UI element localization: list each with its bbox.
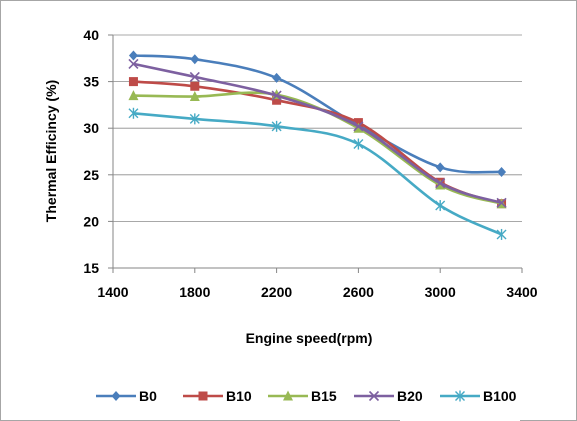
data-point-b20 — [353, 121, 364, 132]
marker-stroke — [189, 71, 200, 83]
x-tick-label: 1800 — [179, 284, 210, 300]
data-point-b15 — [128, 90, 139, 101]
marker-stroke — [496, 197, 507, 208]
legend-label-b20: B20 — [397, 388, 423, 404]
data-point-b0 — [128, 50, 138, 61]
x-tick-label: 3400 — [506, 284, 537, 300]
x-tick-label: 3000 — [425, 284, 456, 300]
series-b15 — [128, 89, 507, 209]
marker-stroke — [368, 390, 380, 402]
data-point-b20 — [128, 58, 139, 69]
series-lines — [128, 50, 507, 240]
marker-stroke — [353, 121, 364, 132]
legend-marker-b10 — [198, 391, 208, 401]
legend-item-b20: B20 — [354, 388, 423, 404]
x-tick-label: 2600 — [343, 284, 374, 300]
axes — [108, 34, 523, 273]
data-point-b0 — [435, 162, 445, 173]
marker-stroke — [128, 58, 139, 69]
y-tick-labels: 15 20 25 30 35 40 — [83, 27, 99, 276]
grid-lines — [113, 34, 522, 222]
series-line-b0 — [133, 54, 502, 174]
data-point-b20 — [496, 197, 507, 208]
y-tick-label: 15 — [83, 260, 99, 276]
data-point-b100 — [496, 228, 507, 240]
x-tick-label: 2200 — [261, 284, 292, 300]
y-axis-label: Thermal Efficincy (%) — [43, 80, 59, 222]
frame-gap — [400, 405, 520, 421]
data-point-b0 — [497, 167, 507, 178]
legend-item-b15: B15 — [268, 388, 337, 404]
legend: B0 B10 B15 B20 B100 — [96, 388, 517, 404]
legend-marker-b20 — [368, 390, 380, 402]
x-tick-labels: 1400 1800 2200 2600 3000 3400 — [97, 284, 537, 300]
series-b20 — [128, 58, 507, 208]
data-point-b100 — [128, 107, 139, 119]
data-point-b100 — [189, 113, 200, 125]
data-point-b0 — [272, 72, 282, 83]
marker-stroke — [271, 90, 282, 101]
data-point-b10 — [353, 118, 363, 128]
x-tick-label: 1400 — [97, 284, 128, 300]
data-point-b10 — [190, 81, 200, 91]
legend-item-b0: B0 — [96, 388, 157, 404]
marker-stroke — [435, 178, 446, 189]
x-axis-label: Engine speed(rpm) — [246, 330, 373, 346]
legend-label-b0: B0 — [139, 388, 157, 404]
data-point-b20 — [435, 178, 446, 189]
legend-marker-b100 — [455, 390, 465, 402]
data-point-b100 — [435, 200, 446, 212]
data-point-b0 — [190, 54, 200, 65]
data-point-b100 — [353, 138, 364, 150]
legend-label-b15: B15 — [311, 388, 337, 404]
y-tick-label: 30 — [83, 120, 99, 136]
data-point-b15 — [189, 91, 200, 102]
data-point-b10 — [272, 95, 282, 105]
y-tick-label: 40 — [83, 27, 99, 43]
data-point-b100 — [271, 120, 282, 132]
legend-label-b10: B10 — [226, 388, 252, 404]
legend-marker-b0 — [111, 391, 121, 401]
series-line-b100 — [133, 111, 503, 236]
data-point-b20 — [271, 90, 282, 101]
series-b100 — [128, 107, 507, 240]
series-b0 — [128, 50, 507, 178]
y-tick-label: 35 — [83, 74, 99, 90]
legend-item-b10: B10 — [183, 388, 252, 404]
legend-label-b100: B100 — [483, 388, 517, 404]
y-tick-label: 20 — [83, 213, 99, 229]
data-point-b20 — [189, 71, 200, 83]
legend-item-b100: B100 — [440, 388, 517, 404]
data-point-b10 — [128, 77, 138, 87]
y-tick-label: 25 — [83, 167, 99, 183]
legend-marker-b15 — [283, 390, 293, 401]
